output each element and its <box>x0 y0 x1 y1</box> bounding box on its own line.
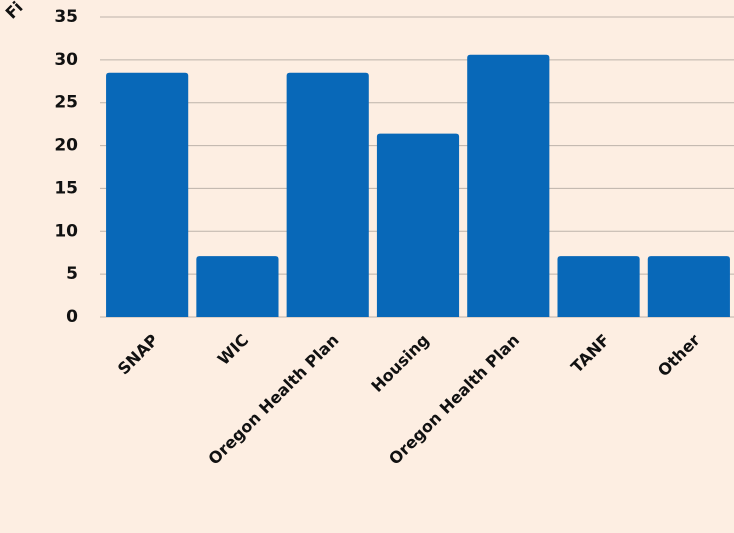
y-tick-label: 20 <box>54 136 78 156</box>
y-tick-label: 25 <box>54 93 78 113</box>
y-tick-label: 30 <box>54 50 78 70</box>
y-tick-label: 15 <box>54 178 78 198</box>
x-tick-label: TANF <box>567 330 613 376</box>
bar <box>196 256 279 317</box>
bar <box>467 54 550 317</box>
x-tick-label: Other <box>654 330 704 380</box>
bar <box>647 256 730 317</box>
bar <box>106 72 189 317</box>
bar <box>286 72 369 317</box>
y-tick-label: 10 <box>54 221 78 241</box>
x-tick-label: WIC <box>214 330 252 368</box>
bar <box>376 133 460 317</box>
bar <box>557 256 640 317</box>
y-tick-label: 5 <box>66 264 78 284</box>
x-tick-label: SNAP <box>114 330 162 378</box>
y-tick-label: 35 <box>54 7 78 27</box>
x-tick-label: Housing <box>367 330 432 395</box>
y-tick-label: 0 <box>66 307 78 327</box>
y-axis-label: Fi <box>2 0 27 23</box>
